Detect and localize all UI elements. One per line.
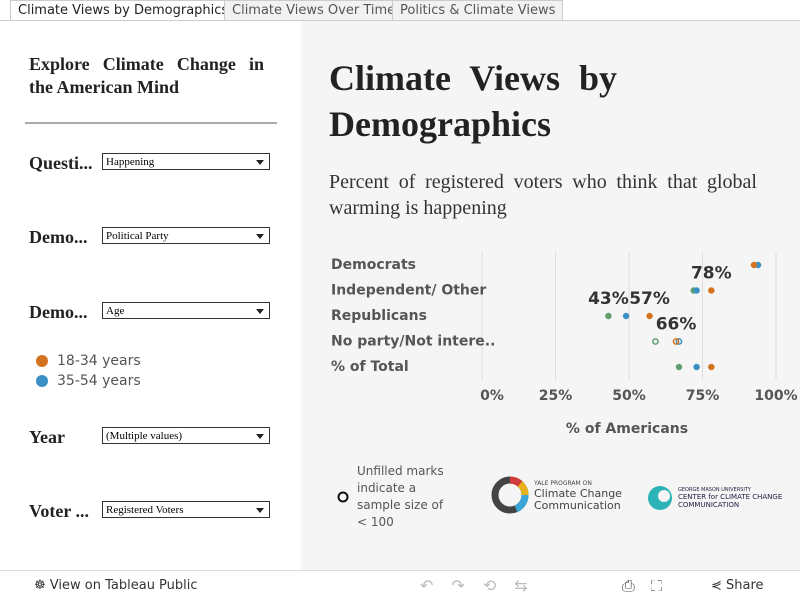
sidebar-title: Explore Climate Change in the American M… <box>29 54 264 97</box>
logo-text: Communication <box>534 499 621 512</box>
x-tick-label: 0% <box>480 388 504 404</box>
logo-text: YALE PROGRAM ON <box>534 480 592 487</box>
tab[interactable]: Climate Views by Demographics <box>10 0 237 20</box>
share-button[interactable]: ⋞ Share <box>711 578 764 593</box>
dot <box>672 338 680 345</box>
control-label: Demo... <box>29 302 88 322</box>
x-tick-label: 100% <box>754 388 797 404</box>
link-text: View on Tableau Public <box>49 578 198 593</box>
dot-chart: 0% 25% 50% 75% 100% % of Americans Democrats In… <box>331 252 798 437</box>
category-label: No party/Not intere.. <box>331 334 495 350</box>
control-label: Demo... <box>29 227 88 247</box>
logo-text: Climate Change <box>534 487 622 500</box>
tab-rule <box>0 20 800 21</box>
link-text: ☸ <box>34 578 46 593</box>
logo-text: CENTER for CLIMATE CHANGE <box>678 493 783 501</box>
toolbar-icons[interactable]: ⎙⛶ <box>622 576 679 595</box>
category-label: % of Total <box>331 359 409 375</box>
value-label: 43% <box>588 289 629 309</box>
main-panel <box>301 21 800 570</box>
dropdown[interactable]: Age <box>102 302 270 319</box>
legend-label: 35-54 years <box>57 373 141 389</box>
logo-text: COMMUNICATION <box>678 501 740 509</box>
control-label: Questi... <box>29 153 93 173</box>
legend: 18-34 years 35-54 years <box>36 351 141 391</box>
x-axis-title: % of Americans <box>566 421 688 437</box>
yale-logo-icon <box>491 476 529 514</box>
category-label: Republicans <box>331 308 427 324</box>
dot <box>646 312 653 320</box>
value-label: 57% <box>629 289 670 309</box>
legend-item: 35-54 years <box>36 371 141 391</box>
unfilled-icon <box>337 491 349 503</box>
logo-text: GEORGE MASON UNIVERSITY <box>678 487 751 493</box>
value-label: 78% <box>691 264 732 284</box>
dot <box>675 338 683 345</box>
dot <box>693 287 700 294</box>
share-text: Share <box>726 578 764 593</box>
dropdown[interactable]: Registered Voters <box>102 501 270 518</box>
gmu-logo-icon <box>648 486 672 510</box>
value-label: 66% <box>656 315 697 335</box>
dot <box>708 363 715 371</box>
x-tick-label: 25% <box>539 388 573 404</box>
toolbar-icons: ↶↷⟲⇆ <box>420 576 546 595</box>
dashboard-title: Climate Views by Demographics <box>329 58 617 144</box>
dot <box>605 312 612 320</box>
dashboard-subtitle: Percent of registered voters who think t… <box>329 171 757 219</box>
legend-item: 18-34 years <box>36 351 141 371</box>
x-tick-label: 75% <box>686 388 720 404</box>
view-link[interactable]: ☸ View on Tableau Public <box>34 578 198 593</box>
dot <box>708 287 715 294</box>
dot <box>675 363 683 371</box>
dot <box>750 261 758 269</box>
category-label: Democrats <box>331 257 416 273</box>
control-label: Year <box>29 427 65 447</box>
dot <box>693 363 700 371</box>
note: Unfilled marks indicate a sample size of… <box>357 464 444 529</box>
dropdown[interactable]: Political Party <box>102 227 270 244</box>
x-tick-label: 50% <box>612 388 646 404</box>
legend-label: 18-34 years <box>57 353 141 369</box>
category-label: Independent/ Other <box>331 283 486 299</box>
legend-swatch <box>36 355 48 367</box>
tab[interactable]: Climate Views Over Time <box>224 0 404 20</box>
dot <box>622 312 630 320</box>
sidebar: Explore Climate Change in the American M… <box>0 21 301 570</box>
dropdown[interactable]: Happening <box>102 153 270 170</box>
dropdown[interactable]: (Multiple values) <box>102 427 270 444</box>
legend-swatch <box>36 375 48 387</box>
divider <box>25 122 277 124</box>
toolbar <box>0 570 800 600</box>
control-label: Voter ... <box>29 501 89 521</box>
dot <box>652 338 659 345</box>
tab[interactable]: Politics & Climate Views <box>392 0 564 20</box>
